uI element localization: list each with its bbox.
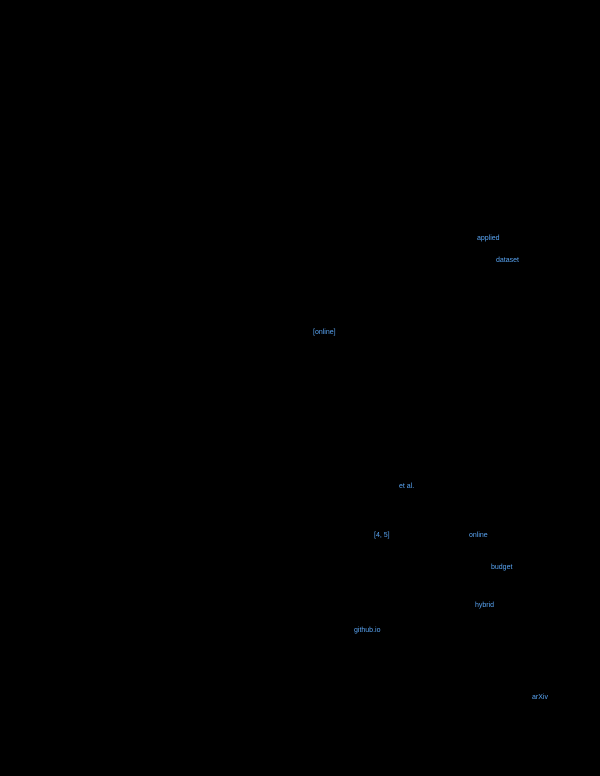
hyperlink[interactable]: hybrid — [475, 602, 495, 609]
hyperlink[interactable]: dataset — [496, 257, 519, 264]
hyperlink[interactable]: arXiv — [532, 694, 548, 701]
hyperlink[interactable]: [online] — [313, 329, 336, 336]
hyperlink[interactable]: online — [469, 532, 488, 539]
hyperlink[interactable]: budget — [491, 564, 513, 571]
hyperlink[interactable]: [4, 5] — [374, 532, 390, 539]
hyperlink[interactable]: et al. — [399, 483, 415, 490]
hyperlink[interactable]: applied — [477, 235, 500, 242]
hyperlink[interactable]: github.io — [354, 627, 381, 634]
